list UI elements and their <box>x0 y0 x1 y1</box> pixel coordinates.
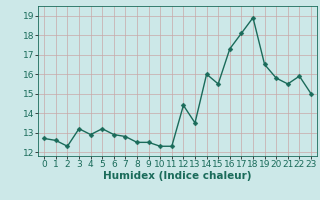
X-axis label: Humidex (Indice chaleur): Humidex (Indice chaleur) <box>103 171 252 181</box>
